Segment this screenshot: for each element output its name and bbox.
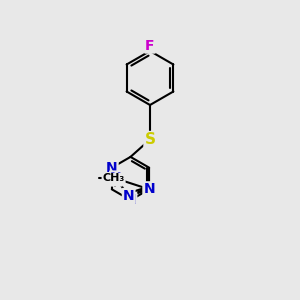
Text: N: N (125, 193, 136, 207)
Text: S: S (145, 132, 155, 147)
Text: N: N (110, 172, 122, 185)
Text: N: N (123, 189, 134, 203)
Text: CH₃: CH₃ (103, 173, 125, 184)
Text: N: N (143, 182, 155, 196)
Text: N: N (106, 161, 118, 175)
Text: F: F (145, 39, 155, 52)
